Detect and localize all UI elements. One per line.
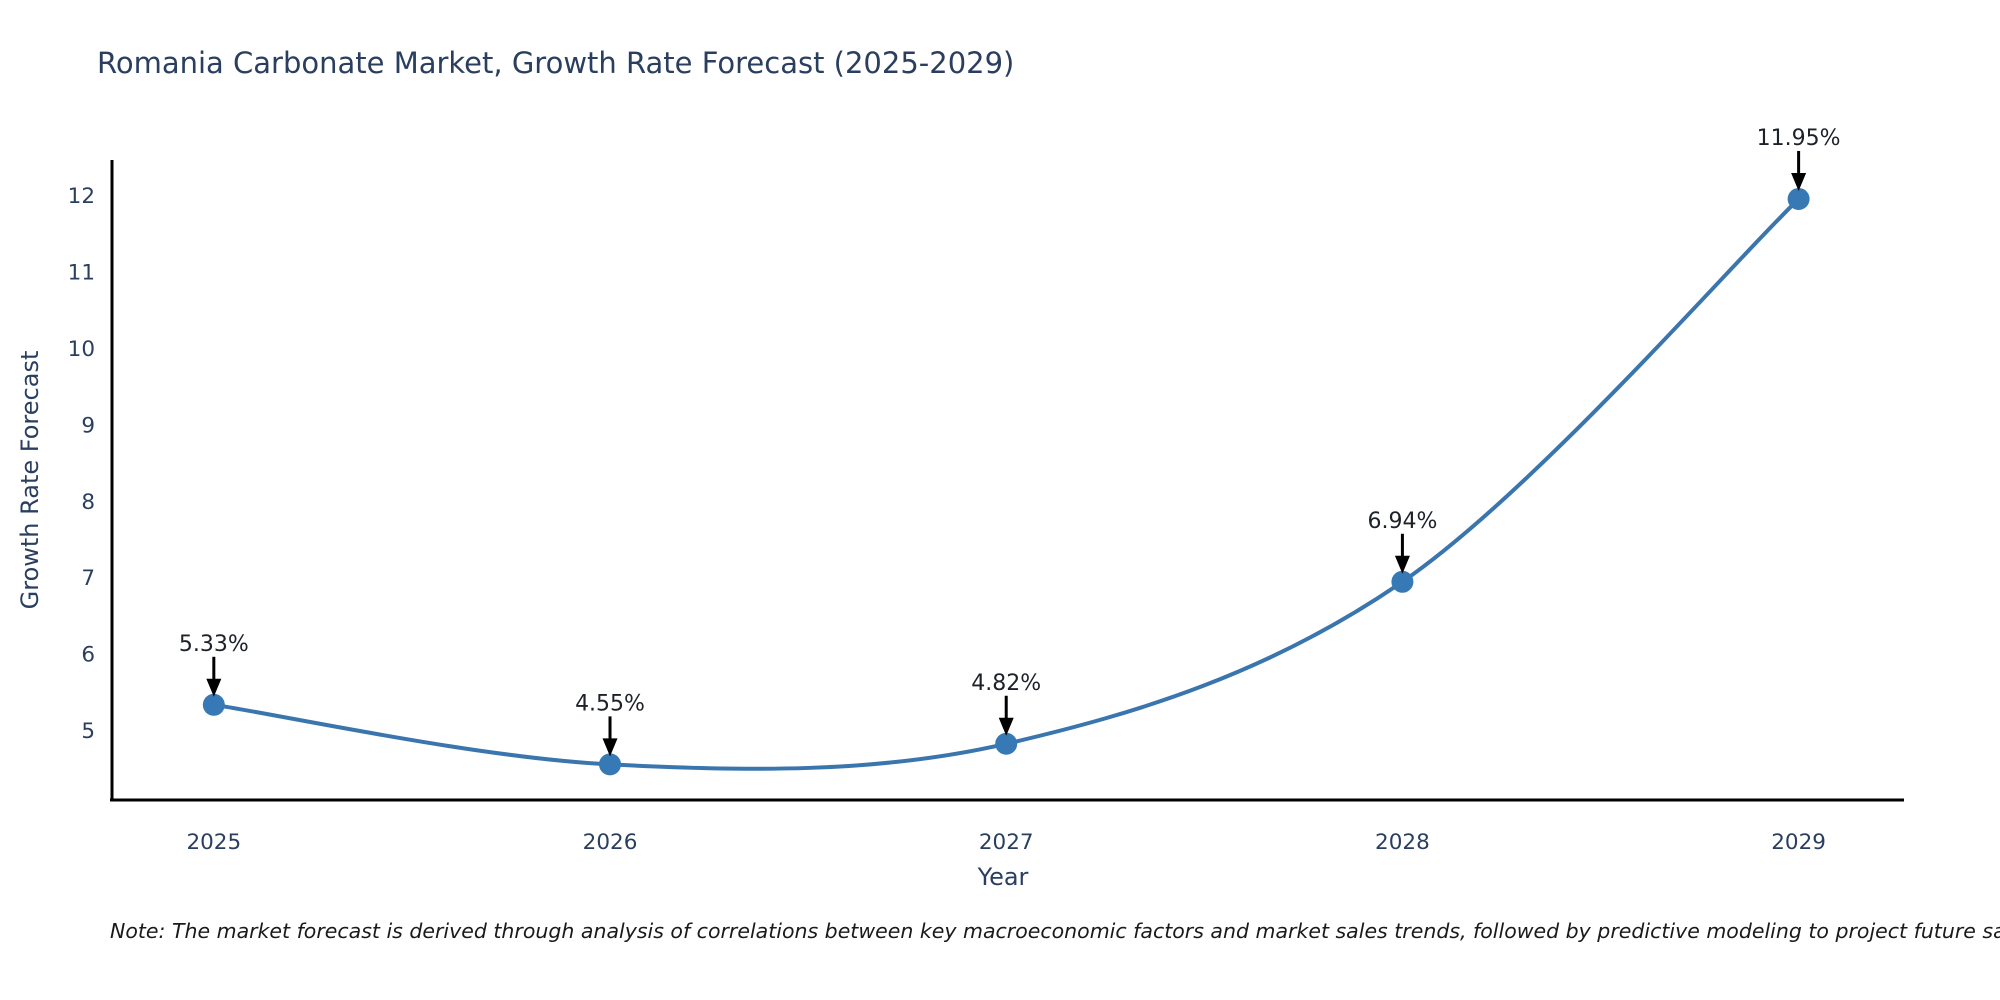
- y-tick-label: 5: [81, 719, 95, 744]
- series-line: [211, 197, 1801, 771]
- data-point-marker: [1391, 570, 1414, 593]
- y-tick-label: 7: [81, 566, 95, 591]
- data-point-marker: [202, 693, 225, 716]
- y-tick-label: 9: [81, 413, 95, 438]
- y-tick-label: 10: [68, 337, 95, 362]
- annotation-arrowhead: [1791, 172, 1807, 191]
- annotation-arrowhead: [206, 678, 222, 697]
- data-point-label: 11.95%: [1757, 126, 1841, 151]
- annotation-arrowhead: [998, 717, 1014, 736]
- data-point-label: 4.82%: [971, 671, 1041, 696]
- y-tick-label: 6: [81, 643, 95, 668]
- data-point-label: 6.94%: [1367, 509, 1437, 534]
- y-tick-label: 12: [68, 184, 95, 209]
- y-tick-label: 11: [68, 261, 95, 286]
- x-tick-label: 2026: [583, 830, 638, 855]
- y-tick-label: 8: [81, 490, 95, 515]
- x-tick-label: 2029: [1771, 830, 1826, 855]
- annotation-arrowhead: [1394, 555, 1410, 574]
- x-tick-label: 2028: [1375, 830, 1430, 855]
- data-point-label: 4.55%: [575, 691, 645, 716]
- annotation-arrowhead: [602, 738, 618, 757]
- x-tick-label: 2027: [979, 830, 1034, 855]
- chart-title: Romania Carbonate Market, Growth Rate Fo…: [97, 46, 1015, 80]
- data-point-marker: [995, 732, 1018, 755]
- footnote: Note: The market forecast is derived thr…: [110, 919, 2000, 943]
- data-point-marker: [1787, 187, 1810, 210]
- data-point-label: 5.33%: [179, 632, 249, 657]
- x-tick-label: 2025: [186, 830, 241, 855]
- data-point-marker: [599, 753, 622, 776]
- x-axis-title: Year: [977, 863, 1029, 891]
